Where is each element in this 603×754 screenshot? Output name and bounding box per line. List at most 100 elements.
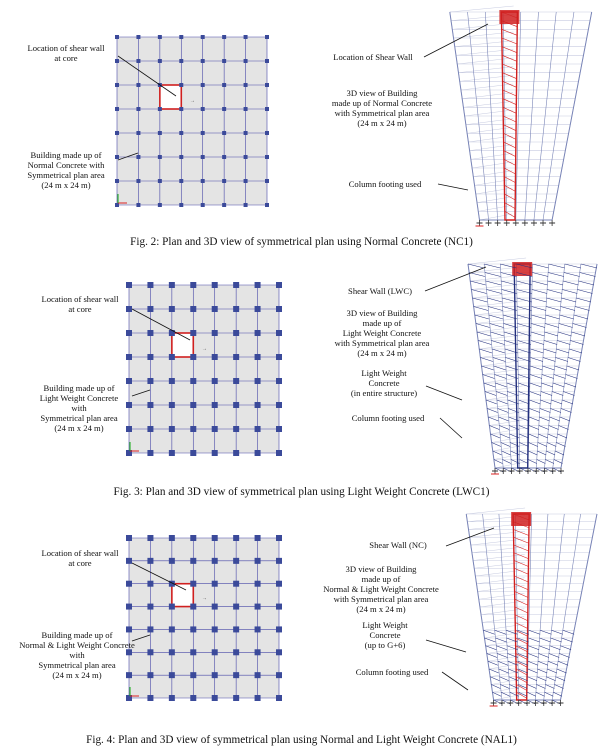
shear-wall-brace (513, 529, 530, 536)
shear-wall-brace (515, 653, 528, 660)
lwc-member (517, 365, 531, 371)
column (211, 354, 218, 360)
figure-2: → Location of shear wall at core Buildin… (0, 0, 603, 250)
column (222, 83, 227, 87)
label-line: Normal & Light Weight Concrete (19, 640, 135, 650)
floor-line (476, 196, 513, 203)
column (200, 35, 205, 39)
shear-wall-top (499, 10, 520, 24)
column (211, 535, 218, 541)
column (243, 131, 248, 135)
lwc-member (545, 314, 560, 320)
floor-line (479, 213, 513, 221)
label-line: (24 m x 24 m) (357, 348, 407, 358)
floor-line (473, 170, 513, 177)
column (265, 203, 269, 207)
column (200, 203, 205, 207)
lwc-member (517, 331, 532, 337)
column (190, 306, 197, 312)
label-line: (up to G+6) (364, 640, 406, 650)
lwc-member (516, 297, 532, 303)
column (233, 557, 240, 564)
label-line: Column footing used (348, 179, 422, 189)
label-line: Shear Wall (NC) (369, 540, 427, 550)
column-line (551, 513, 581, 701)
shear-wall-brace (502, 55, 518, 62)
column (211, 580, 218, 587)
column (222, 59, 227, 63)
column (179, 131, 184, 135)
label-line: (24 m x 24 m) (356, 604, 406, 614)
label-line: Symmetrical plan area (38, 660, 116, 670)
column (168, 402, 175, 408)
lwc-member (517, 645, 529, 651)
floor-line (469, 531, 525, 538)
column (190, 557, 197, 564)
column (233, 580, 240, 587)
shear-wall-brace (516, 684, 528, 691)
lwc-member (561, 637, 573, 643)
column (126, 450, 132, 456)
label-line: 3D view of Building (346, 88, 418, 98)
column (147, 672, 154, 679)
3d-view-lwc1 (467, 257, 598, 475)
lwc-member (551, 399, 563, 405)
lwc-member (486, 289, 502, 294)
column (147, 306, 154, 312)
floor-line (467, 127, 513, 134)
lwc-member (519, 442, 529, 447)
column (190, 450, 197, 456)
lwc-member (501, 289, 517, 294)
lwc-member (561, 297, 577, 303)
lwc-member (532, 280, 548, 286)
lwc-member (554, 684, 564, 689)
lwc-member (562, 289, 578, 294)
floor-line (478, 593, 525, 600)
shear-wall-core (171, 582, 195, 608)
column (126, 557, 132, 564)
column (147, 603, 154, 610)
label-line: 3D view of Building (345, 564, 417, 574)
3d-view-nc1 (449, 5, 593, 227)
column (147, 695, 154, 701)
shear-wall-brace (513, 544, 529, 552)
lwc-member (517, 323, 532, 328)
view-desc-label: 3D view of Building made up of Light Wei… (318, 308, 446, 358)
lwc-member (501, 692, 510, 697)
column (254, 557, 261, 564)
column (254, 626, 261, 633)
lwc-member (580, 263, 598, 269)
floor-line (459, 75, 514, 82)
column (147, 557, 154, 564)
lwc-member (529, 399, 541, 405)
shear-wall-brace (504, 185, 516, 192)
lwc-member (562, 280, 579, 286)
lwc-member (546, 450, 556, 456)
column (126, 306, 132, 312)
lwc-member (490, 331, 505, 337)
column (157, 155, 162, 159)
lwc-member (578, 280, 595, 286)
column (211, 557, 218, 564)
lwc-member (504, 348, 518, 354)
floor-line (472, 161, 513, 169)
column (147, 450, 154, 456)
column (276, 535, 282, 541)
label-line: made up of (361, 574, 401, 584)
figure-4: → Location of shear wall at core Buildin… (0, 502, 603, 754)
floor-line (449, 5, 514, 13)
lwc-member (492, 357, 506, 362)
label-line: (24 m x 24 m) (52, 670, 102, 680)
column-line (542, 11, 575, 221)
shear-wall-brace (513, 552, 529, 560)
lwc-member (528, 442, 538, 447)
column (190, 626, 197, 633)
lwc-member (517, 306, 532, 311)
label-line: Location of Shear Wall (333, 52, 413, 62)
column (243, 155, 248, 159)
shear-wall-core (171, 332, 195, 358)
lwc-member (543, 348, 557, 354)
lwc-member (493, 365, 506, 371)
column (233, 354, 240, 360)
column (179, 155, 184, 159)
